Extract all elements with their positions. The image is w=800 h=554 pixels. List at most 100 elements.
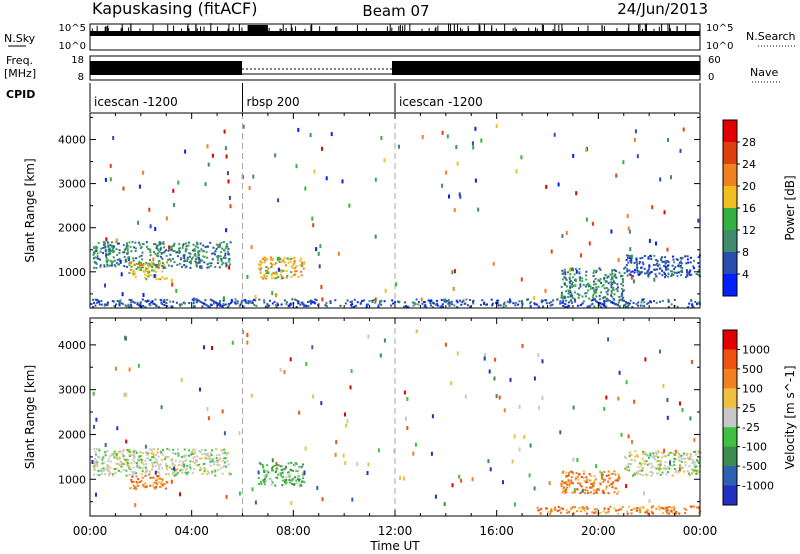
data-pixel [164, 266, 167, 269]
data-pixel [164, 463, 167, 466]
data-pixel [638, 507, 641, 510]
data-pixel [646, 271, 649, 274]
data-pixel [141, 467, 144, 470]
data-pixel [655, 275, 658, 278]
data-pixel [270, 483, 273, 486]
data-pixel [564, 306, 566, 309]
data-pixel [474, 178, 477, 183]
data-pixel [270, 277, 273, 280]
data-pixel [318, 264, 321, 269]
data-pixel [246, 333, 249, 337]
data-pixel [104, 454, 107, 457]
data-pixel [684, 255, 687, 258]
data-pixel [537, 353, 540, 358]
data-pixel [496, 299, 499, 302]
data-pixel [695, 473, 698, 475]
data-pixel [267, 471, 270, 474]
data-pixel [596, 488, 599, 491]
data-pixel [155, 304, 158, 307]
data-pixel [666, 415, 669, 420]
data-pixel [158, 264, 160, 267]
data-pixel [225, 494, 228, 499]
data-pixel [447, 298, 450, 301]
data-pixel [147, 457, 149, 460]
data-pixel [290, 501, 293, 506]
data-pixel [450, 381, 453, 386]
cpid-row: CPID icescan -1200 rbsp 200 icescan -1200 [6, 83, 701, 112]
data-pixel [623, 289, 625, 292]
data-pixel [420, 297, 423, 302]
data-pixel [225, 245, 228, 248]
data-pixel [678, 456, 681, 459]
data-pixel [132, 484, 135, 487]
data-pixel [573, 291, 576, 294]
data-pixel [641, 299, 644, 302]
data-pixel [693, 461, 696, 464]
data-pixel [302, 263, 305, 265]
data-pixel [191, 256, 194, 259]
data-pixel [247, 300, 250, 303]
data-pixel [589, 491, 592, 494]
time-axis: 00:00 04:00 08:00 12:00 16:00 20:00 00:00 [73, 524, 718, 538]
data-pixel [660, 257, 663, 260]
data-pixel [605, 474, 608, 477]
data-pixel [193, 305, 196, 308]
data-pixel [679, 401, 681, 406]
data-pixel [204, 449, 207, 452]
data-pixel [155, 263, 158, 266]
data-pixel [209, 464, 212, 467]
data-pixel [625, 380, 628, 385]
data-pixel [698, 301, 701, 304]
data-pixel [166, 298, 169, 301]
data-pixel [214, 469, 217, 472]
data-pixel [154, 270, 157, 273]
data-pixel [167, 473, 170, 476]
data-pixel [314, 298, 317, 301]
data-pixel [622, 296, 625, 299]
data-pixel [624, 455, 627, 458]
data-pixel [459, 194, 462, 199]
data-pixel [136, 483, 139, 486]
data-pixel [561, 301, 564, 304]
data-pixel [326, 305, 329, 308]
data-pixel [193, 455, 196, 458]
data-pixel [405, 416, 407, 421]
data-pixel [593, 298, 596, 301]
data-pixel [193, 462, 196, 465]
data-pixel [132, 472, 135, 475]
data-pixel [220, 263, 223, 266]
data-pixel [162, 267, 165, 270]
data-pixel [649, 452, 652, 455]
data-pixel [109, 251, 112, 254]
data-pixel [207, 455, 210, 458]
data-pixel [644, 272, 647, 275]
data-pixel [261, 258, 264, 260]
data-pixel [620, 432, 623, 437]
data-pixel [553, 132, 556, 137]
data-pixel [565, 491, 568, 494]
colorbar-swatch [723, 186, 737, 209]
data-pixel [603, 301, 606, 304]
data-pixel [210, 454, 213, 456]
data-pixel [450, 300, 453, 303]
data-pixel [294, 270, 296, 273]
data-pixel [580, 476, 583, 478]
data-pixel [632, 507, 635, 510]
data-pixel [636, 471, 638, 474]
data-pixel [610, 229, 613, 234]
data-pixel [439, 306, 442, 309]
data-pixel [123, 458, 126, 461]
data-pixel [219, 255, 222, 258]
data-pixel [230, 298, 233, 301]
data-pixel [680, 262, 683, 265]
data-pixel [176, 264, 179, 266]
data-pixel [511, 459, 514, 464]
data-pixel [215, 457, 218, 460]
data-pixel [192, 302, 195, 305]
data-pixel [238, 491, 241, 496]
data-pixel [346, 299, 349, 302]
data-pixel [589, 479, 592, 482]
data-pixel [591, 482, 594, 485]
data-pixel [100, 247, 103, 250]
data-pixel [221, 472, 224, 475]
